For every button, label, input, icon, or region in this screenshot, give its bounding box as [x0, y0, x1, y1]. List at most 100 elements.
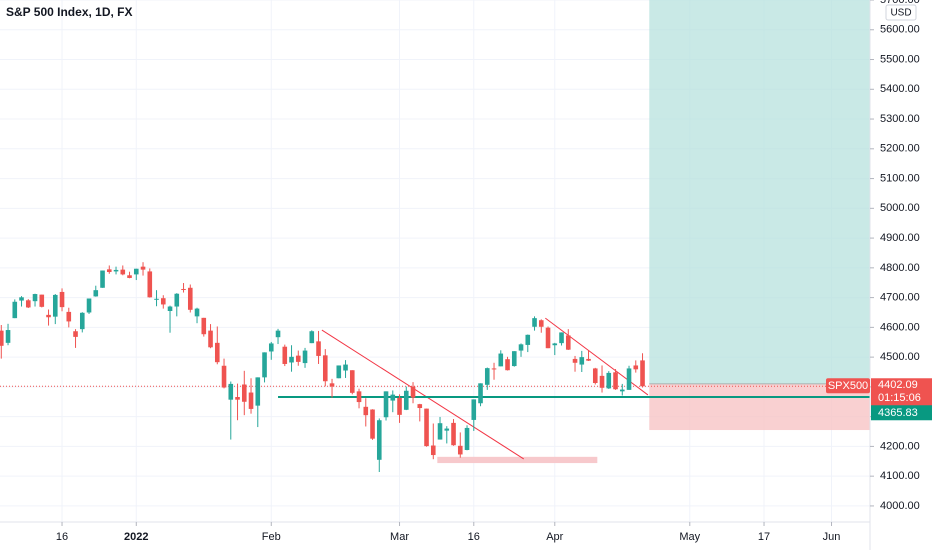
axes: 4000.004100.004200.004300.004400.004500.…	[56, 0, 932, 543]
candle-body	[390, 394, 396, 401]
candle-body	[545, 327, 551, 349]
x-tick-label: 16	[468, 531, 480, 543]
candle-body	[505, 359, 510, 371]
candles	[0, 262, 645, 473]
candle-body	[343, 364, 348, 371]
candle-body	[451, 422, 456, 446]
candle-body	[363, 406, 369, 416]
candle-body	[127, 275, 132, 278]
y-tick-label: 4600.00	[880, 321, 920, 333]
candle-body	[424, 408, 429, 447]
y-tick-label: 5600.00	[880, 24, 920, 36]
candle-body	[349, 370, 355, 393]
candle-body	[248, 392, 254, 409]
candle-body	[59, 291, 65, 308]
candle-body	[160, 298, 166, 305]
candle-body	[586, 358, 591, 361]
y-tick-label: 4800.00	[880, 262, 920, 274]
candle-body	[86, 298, 92, 313]
candle-body	[383, 391, 389, 418]
candle-body	[336, 365, 342, 379]
candle-body	[322, 355, 328, 382]
x-tick-label: 16	[56, 531, 68, 543]
x-tick-label: May	[679, 531, 700, 543]
candle-body	[538, 320, 544, 327]
candle-body	[25, 300, 31, 308]
candle-body	[532, 318, 537, 327]
candle-body	[457, 445, 463, 455]
y-tick-label: 5400.00	[880, 83, 920, 95]
horizontal-line-box	[871, 405, 932, 421]
candle-body	[228, 383, 234, 400]
symbol-label: SPX500	[828, 380, 868, 392]
candle-body	[309, 331, 315, 344]
candle-body	[329, 383, 335, 387]
candle-body	[282, 346, 288, 364]
candle-body	[275, 330, 281, 338]
candle-body	[633, 365, 639, 370]
candle-body	[73, 331, 78, 337]
y-tick-label: 4900.00	[880, 232, 920, 244]
candle-body	[619, 389, 625, 392]
candle-body	[376, 420, 382, 460]
x-tick-label: Apr	[546, 531, 563, 543]
candle-body	[640, 360, 645, 387]
candle-body	[626, 368, 632, 390]
candle-body	[133, 268, 139, 275]
candle-body	[120, 269, 126, 275]
candle-body	[66, 311, 72, 322]
candle-body	[5, 330, 11, 343]
candle-body	[302, 350, 308, 364]
drawings	[0, 0, 870, 464]
y-tick-label: 5300.00	[880, 113, 920, 125]
candle-body	[174, 293, 180, 307]
x-tick-label: Jun	[823, 531, 841, 543]
candle-body	[93, 290, 99, 297]
candle-body	[498, 353, 504, 367]
candle-body	[113, 269, 119, 272]
candle-body	[32, 294, 38, 302]
last-price-label: 4402.09	[878, 379, 918, 391]
candle-body	[235, 397, 240, 400]
candle-body	[241, 384, 247, 402]
y-tick-label: 5000.00	[880, 202, 920, 214]
candle-body	[410, 386, 416, 398]
candle-body	[417, 404, 423, 409]
candle-body	[525, 334, 531, 345]
candle-body	[491, 368, 497, 370]
currency-box	[885, 4, 917, 21]
candle-body	[606, 372, 612, 389]
y-tick-label: 4100.00	[880, 470, 920, 482]
countdown: 01:15:06	[878, 392, 921, 404]
candle-body	[255, 377, 261, 406]
y-tick-label: 5200.00	[880, 143, 920, 155]
candle-body	[194, 308, 200, 317]
y-tick-label: 4700.00	[880, 292, 920, 304]
candle-body	[599, 375, 605, 388]
candle-body	[39, 294, 45, 307]
symbol-box	[826, 378, 870, 394]
candle-body	[484, 368, 490, 385]
x-tick-label: Feb	[262, 531, 281, 543]
candle-body	[12, 301, 18, 319]
candle-body	[262, 352, 267, 378]
x-tick-label: 2022	[124, 531, 148, 543]
horizontal-line-label: 4365.83	[878, 407, 918, 419]
candle-body	[565, 335, 571, 350]
candle-body	[181, 288, 186, 290]
candle-body	[0, 330, 4, 346]
candle-body	[46, 314, 51, 318]
candle-body	[154, 298, 159, 300]
candle-body	[100, 270, 105, 288]
y-tick-label: 5700.00	[880, 0, 920, 6]
y-tick-label: 4000.00	[880, 500, 920, 512]
candle-body	[289, 356, 294, 363]
candle-body	[208, 330, 213, 348]
x-tick-label: Mar	[390, 531, 409, 543]
candle-body	[201, 317, 207, 335]
candle-body	[79, 312, 85, 330]
candle-body	[559, 332, 564, 344]
candle-body	[430, 445, 436, 456]
candle-body	[572, 358, 578, 363]
